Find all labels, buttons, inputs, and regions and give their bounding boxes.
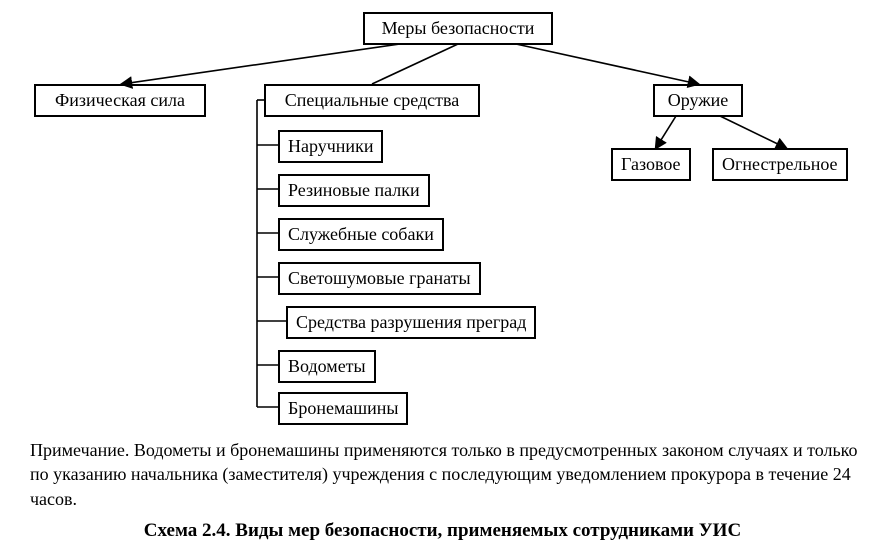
node-rubber-batons: Резиновые палки	[278, 174, 430, 207]
edge-root-spec	[372, 44, 458, 84]
node-special-means: Специальные средства	[264, 84, 480, 117]
node-root: Меры безопасности	[363, 12, 553, 45]
node-service-dogs: Служебные собаки	[278, 218, 444, 251]
caption-title: Схема 2.4. Виды мер безопасности, примен…	[0, 520, 885, 542]
edge-root-phys	[122, 44, 400, 84]
node-weapon: Оружие	[653, 84, 743, 117]
diagram-container: Меры безопасности Физическая сила Специа…	[0, 0, 885, 553]
node-barrier-destruction: Средства разрушения преград	[286, 306, 536, 339]
node-handcuffs: Наручники	[278, 130, 383, 163]
node-stun-grenades: Светошумовые гранаты	[278, 262, 481, 295]
node-gas-weapon: Газовое	[611, 148, 691, 181]
edge-weapon-firearms	[720, 116, 786, 148]
node-armored-vehicles: Бронемашины	[278, 392, 408, 425]
edge-root-weapon	[516, 44, 698, 84]
edge-weapon-gas	[656, 116, 676, 148]
node-firearms: Огнестрельное	[712, 148, 848, 181]
node-water-cannons: Водометы	[278, 350, 376, 383]
footnote-text: Примечание. Водометы и бронемашины приме…	[30, 438, 865, 511]
node-physical-force: Физическая сила	[34, 84, 206, 117]
